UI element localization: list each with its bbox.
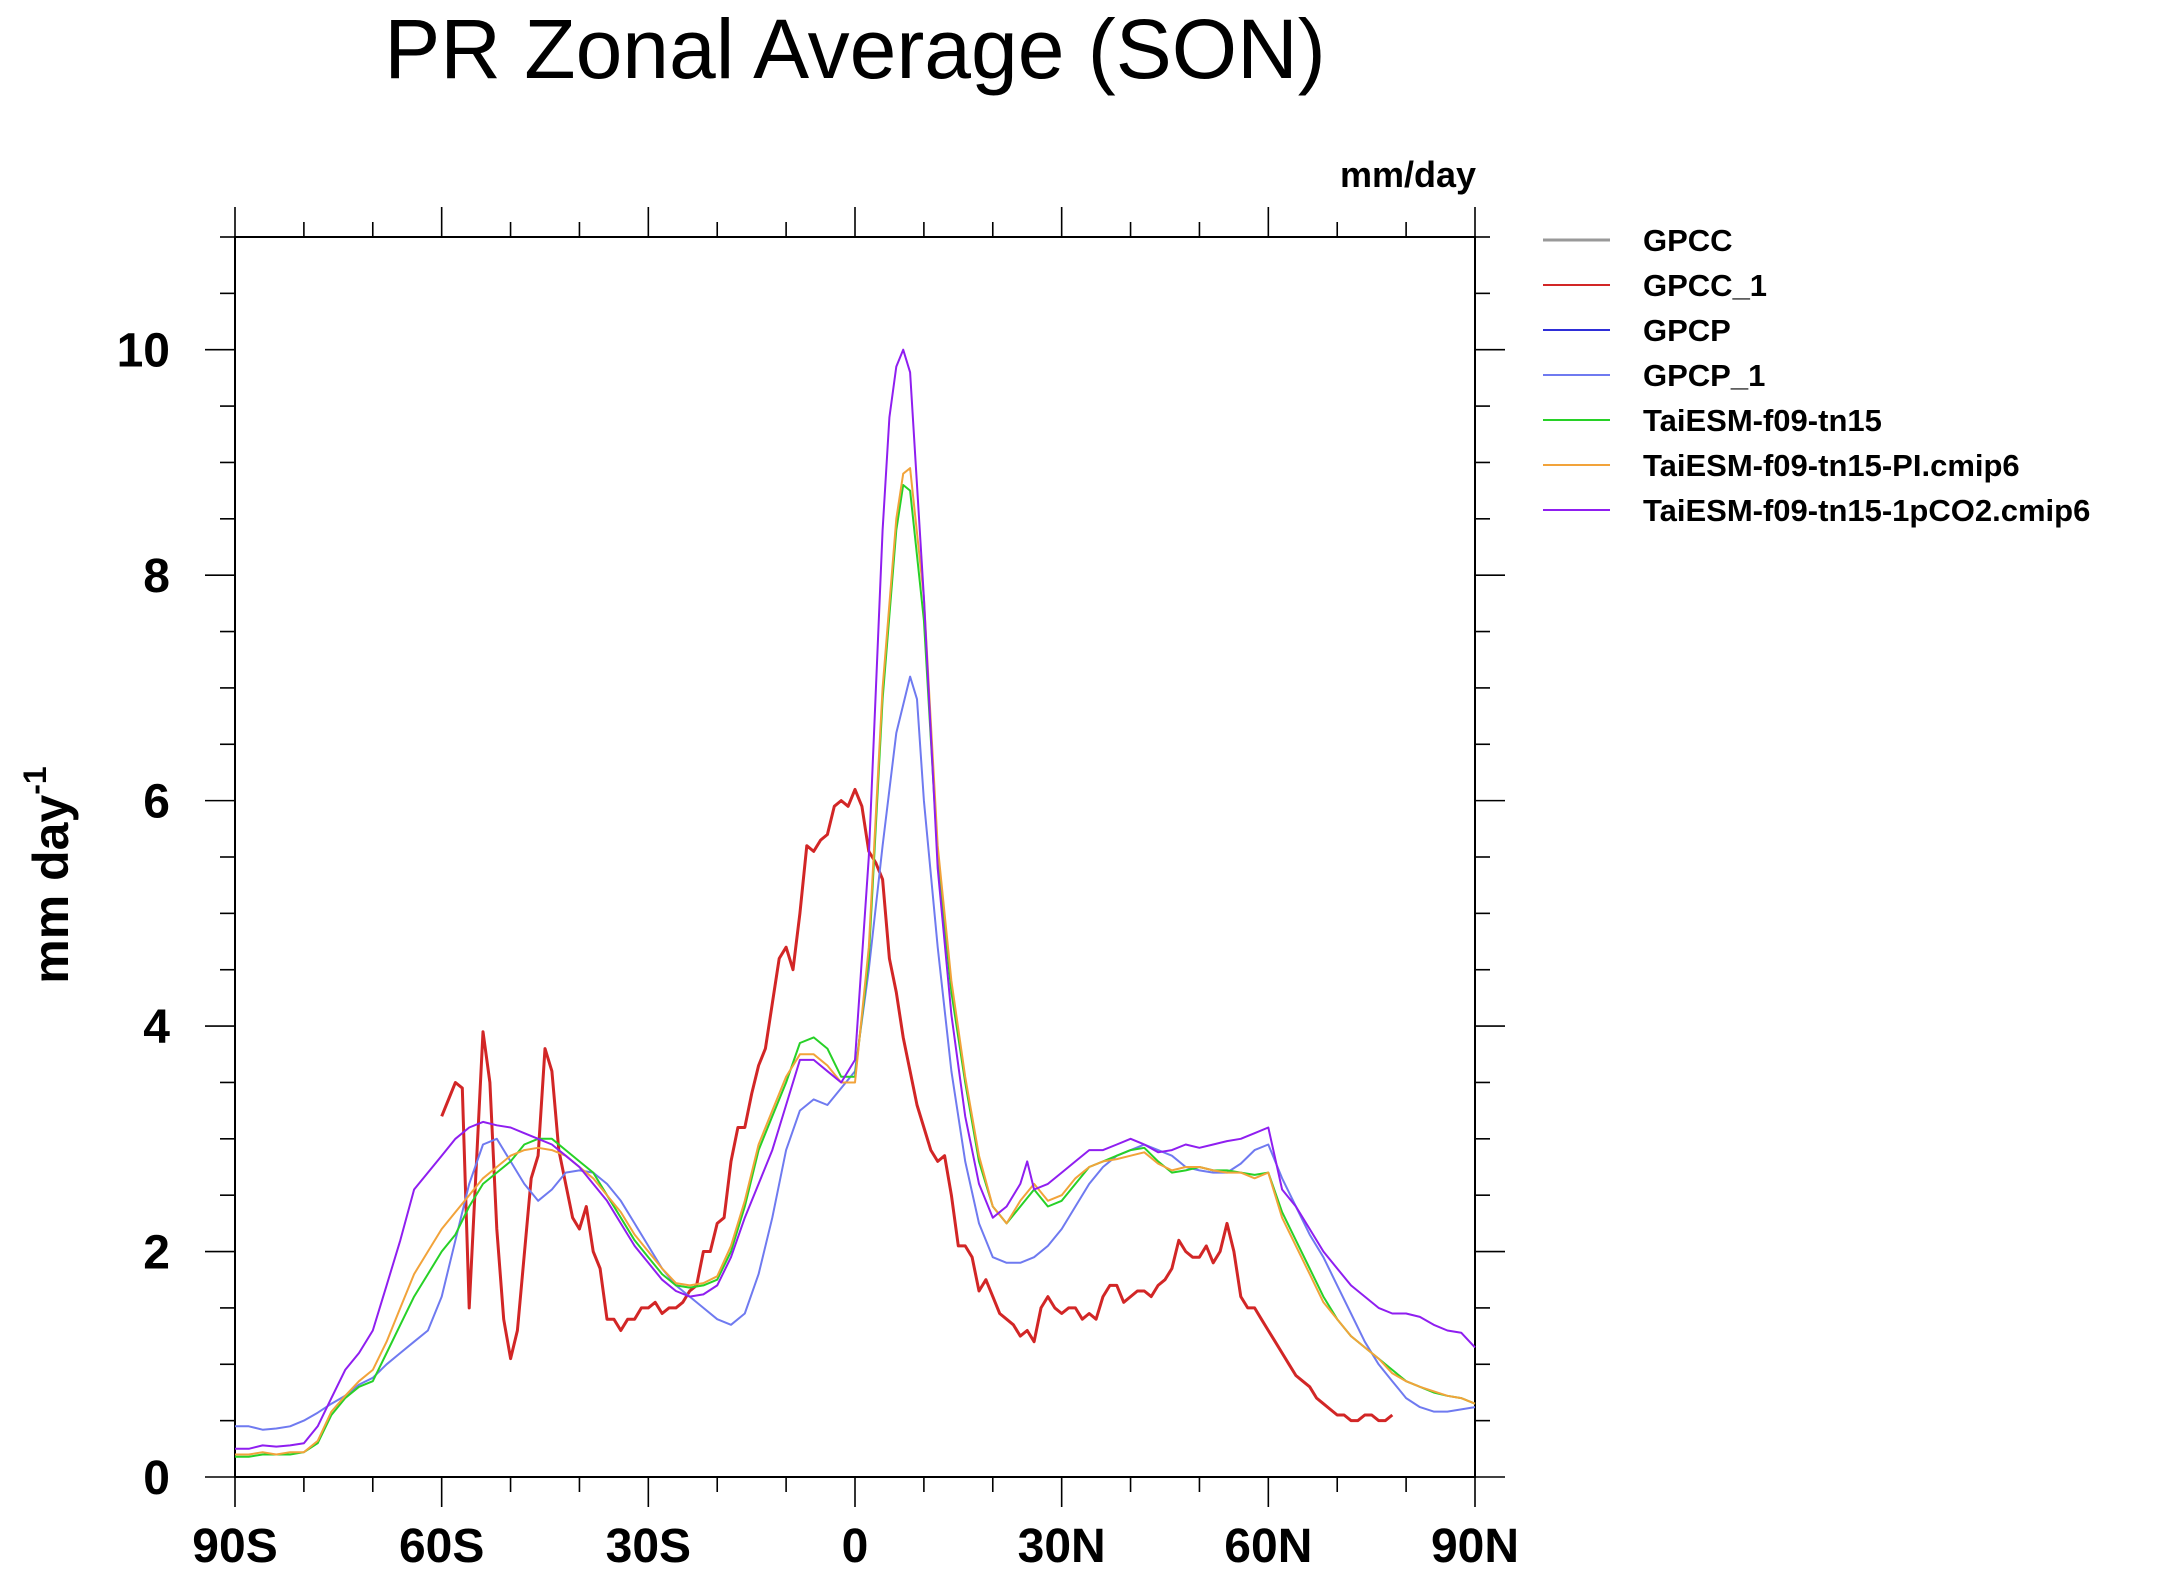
x-tick-label: 60N — [1224, 1520, 1312, 1573]
x-axis-ticks: 90S 60S 30S 0 30N 60N 90N — [192, 207, 1519, 1573]
x-tick-label: 90S — [192, 1520, 277, 1573]
series-line-taiesm-f09-tn15-1pco2-cmip6 — [235, 348, 1476, 1450]
chart-title: PR Zonal Average (SON) — [384, 2, 1326, 96]
units-label: mm/day — [1340, 154, 1476, 195]
plot-frame — [234, 236, 1476, 1478]
legend-label-taiesm-f09-tn15: TaiESM-f09-tn15 — [1643, 403, 1882, 438]
y-tick-label: 2 — [143, 1227, 170, 1280]
x-tick-label: 90N — [1431, 1520, 1519, 1573]
x-tick-label: 0 — [842, 1520, 869, 1573]
legend-label-gpcc-1: GPCC_1 — [1643, 268, 1767, 303]
y-tick-label: 8 — [143, 550, 170, 603]
x-tick-label: 60S — [399, 1520, 484, 1573]
legend: GPCC GPCC_1 GPCP GPCP_1 TaiESM-f09-tn15 TaiES… — [1543, 223, 2090, 528]
y-tick-label: 0 — [143, 1452, 170, 1505]
y-axis-ticks: 0 2 4 6 8 10 — [117, 236, 1505, 1505]
plot-axes — [234, 236, 1476, 1478]
legend-label-gpcc: GPCC — [1643, 223, 1733, 258]
y-tick-label: 4 — [143, 1001, 170, 1054]
series-line-taiesm-f09-tn15 — [235, 484, 1476, 1458]
legend-label-taiesm-f09-tn15-1pco2-cmip6: TaiESM-f09-tn15-1pCO2.cmip6 — [1643, 493, 2090, 528]
x-tick-label: 30S — [606, 1520, 691, 1573]
y-axis-label: mm day-1 — [17, 766, 79, 983]
series-lines — [235, 348, 1476, 1458]
y-axis-label-text: mm day — [23, 795, 79, 984]
x-tick-label: 30N — [1018, 1520, 1106, 1573]
y-axis-label-superscript: -1 — [17, 766, 53, 794]
y-tick-label: 10 — [117, 325, 170, 378]
series-line-taiesm-f09-tn15-pi-cmip6 — [235, 467, 1476, 1456]
series-line-gpcc-1 — [440, 787, 1394, 1423]
legend-label-gpcp-1: GPCP_1 — [1643, 358, 1765, 393]
legend-label-gpcp: GPCP — [1643, 313, 1731, 348]
legend-label-taiesm-f09-tn15-pi-cmip6: TaiESM-f09-tn15-PI.cmip6 — [1643, 448, 2020, 483]
y-tick-label: 6 — [143, 776, 170, 829]
